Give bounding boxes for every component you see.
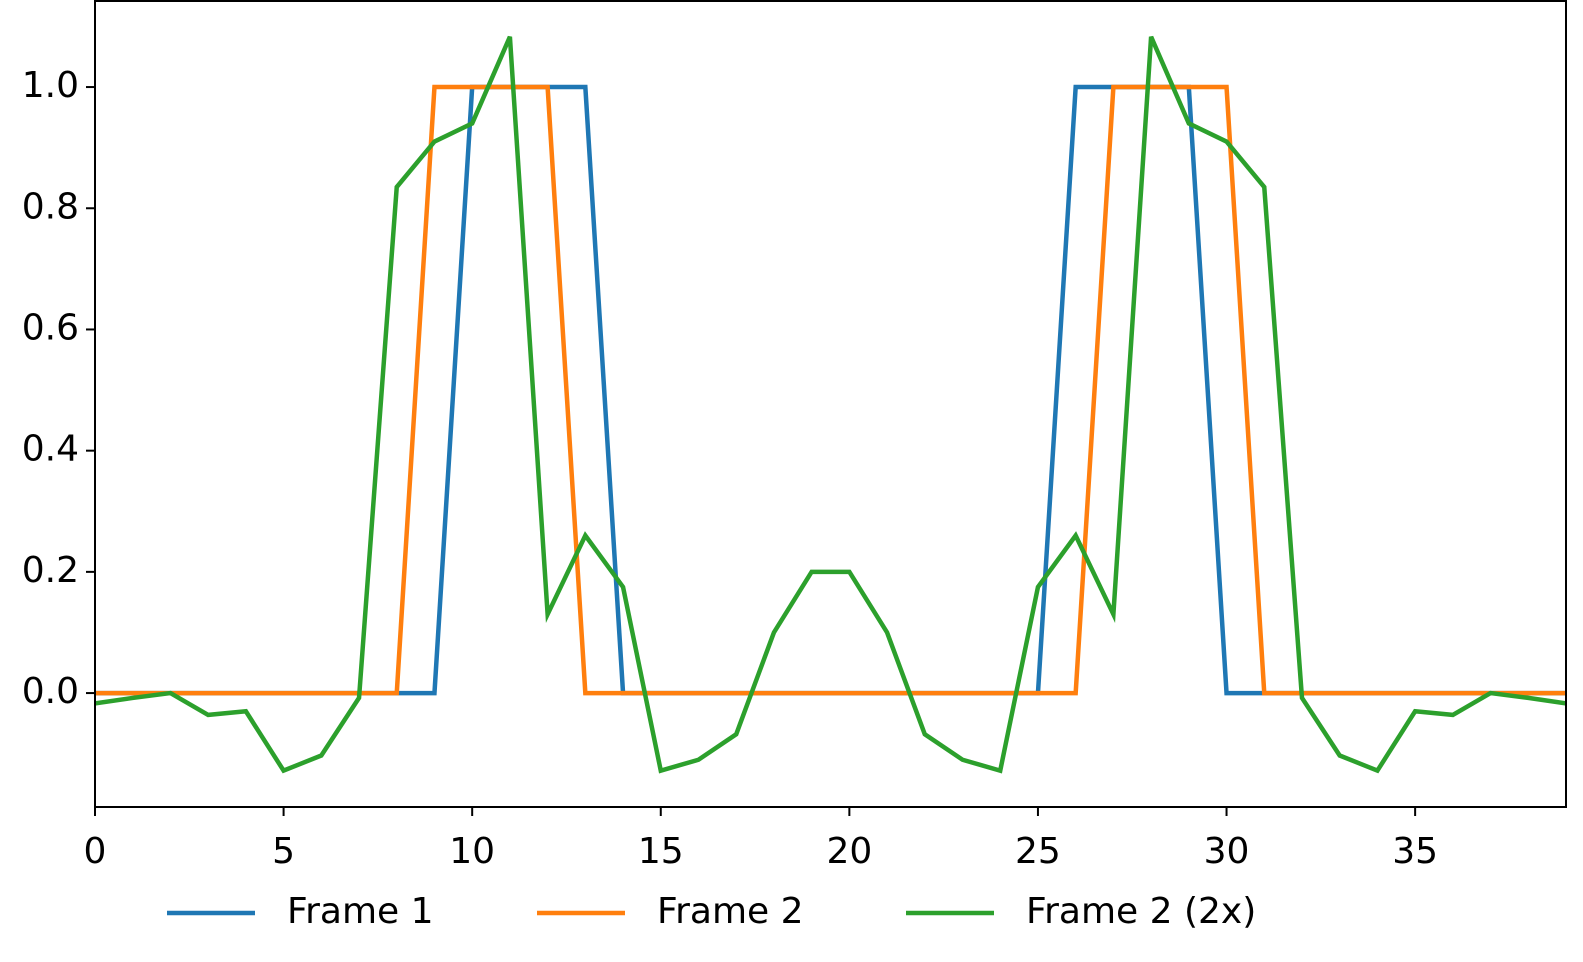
y-tick-label: 0.8	[22, 186, 79, 227]
y-tick-label: 0.4	[22, 429, 79, 470]
y-tick-label: 0.0	[22, 671, 79, 712]
data-line	[95, 84, 1566, 696]
y-tick-label: 1.0	[22, 65, 79, 106]
x-tick-label: 35	[1392, 831, 1438, 872]
x-tick-label: 0	[84, 831, 107, 872]
x-tick-label: 20	[826, 831, 872, 872]
x-tick-label: 10	[449, 831, 495, 872]
legend-label: Frame 2	[657, 891, 804, 932]
x-tick-label: 30	[1204, 831, 1250, 872]
x-tick-label: 15	[638, 831, 684, 872]
legend-label: Frame 2 (2x)	[1026, 891, 1256, 932]
y-tick-label: 0.6	[22, 307, 79, 348]
x-tick-label: 25	[1015, 831, 1061, 872]
y-tick-label: 0.2	[22, 550, 79, 591]
data-line	[95, 84, 1566, 696]
data-line	[95, 35, 1566, 774]
plot-frame	[94, 0, 1567, 808]
x-tick-label: 5	[272, 831, 295, 872]
legend-label: Frame 1	[287, 891, 434, 932]
